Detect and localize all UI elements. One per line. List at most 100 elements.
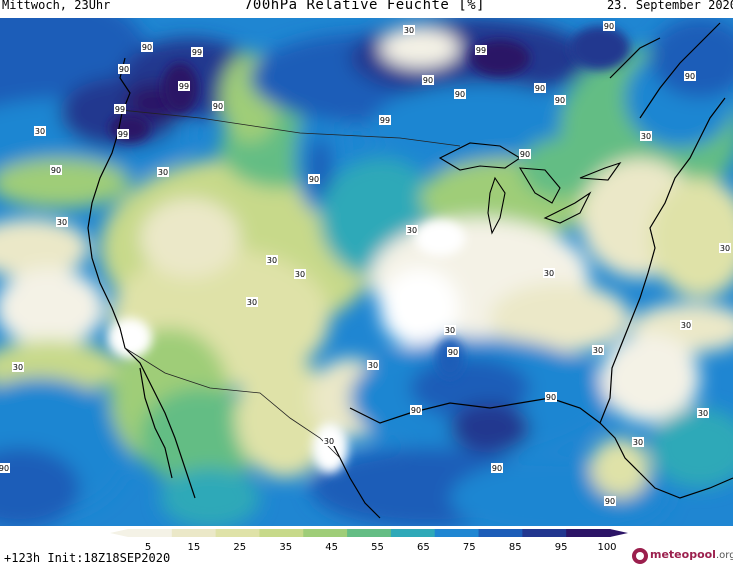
- contour-label: 90: [118, 64, 130, 74]
- legend-tick-label: 25: [233, 542, 246, 553]
- svg-text:99: 99: [476, 46, 486, 55]
- svg-text:30: 30: [267, 256, 277, 265]
- legend-scale: 5 15 25 35 45 55 65 75 85 95 100: [110, 529, 628, 553]
- contour-label: 30: [592, 345, 604, 355]
- legend-swatch: [303, 529, 348, 537]
- contour-label: 30: [12, 362, 24, 372]
- svg-text:30: 30: [368, 361, 378, 370]
- legend-swatches: [128, 529, 611, 537]
- legend-tick-label: 15: [188, 542, 201, 553]
- humidity-field: [0, 18, 733, 526]
- contour-label: 30: [34, 126, 46, 136]
- legend-tick-label: 95: [555, 542, 568, 553]
- svg-text:99: 99: [179, 82, 189, 91]
- contour-label: 90: [534, 83, 546, 93]
- contour-label: 90: [491, 463, 503, 473]
- svg-text:90: 90: [51, 166, 61, 175]
- brand-name: meteopool: [650, 548, 716, 561]
- svg-text:90: 90: [423, 76, 433, 85]
- run-info: +123h Init:18Z18SEP2020: [4, 551, 171, 565]
- contour-label: 30: [403, 25, 415, 35]
- legend-tick-label: 45: [325, 542, 338, 553]
- svg-text:90: 90: [309, 175, 319, 184]
- color-legend: 5 15 25 35 45 55 65 75 85 95 100: [110, 526, 630, 566]
- contour-label: 30: [719, 243, 731, 253]
- svg-text:90: 90: [119, 65, 129, 74]
- svg-text:90: 90: [685, 72, 695, 81]
- contour-label: 30: [543, 268, 555, 278]
- svg-text:99: 99: [380, 116, 390, 125]
- contour-label: 99: [191, 47, 203, 57]
- svg-text:90: 90: [555, 96, 565, 105]
- legend-ticks: 5 15 25 35 45 55 65 75 85 95 100: [145, 542, 617, 553]
- svg-text:30: 30: [324, 437, 334, 446]
- contour-label: 90: [422, 75, 434, 85]
- contour-label: 90: [447, 347, 459, 357]
- contour-label: 30: [157, 167, 169, 177]
- contour-label: 90: [50, 165, 62, 175]
- legend-tick-label: 5: [145, 542, 151, 553]
- svg-text:90: 90: [455, 90, 465, 99]
- svg-text:30: 30: [158, 168, 168, 177]
- coastlines: [87, 22, 733, 519]
- header-bar: Mittwoch, 23Uhr 700hPa Relative Feuchte …: [0, 0, 733, 18]
- forecast-day-label: Mittwoch, 23Uhr: [2, 0, 111, 12]
- legend-tick-label: 85: [509, 542, 522, 553]
- svg-text:30: 30: [445, 326, 455, 335]
- contour-label: 90: [545, 392, 557, 402]
- svg-text:90: 90: [492, 464, 502, 473]
- svg-text:99: 99: [192, 48, 202, 57]
- legend-swatch: [259, 529, 304, 537]
- contour-label: 30: [632, 437, 644, 447]
- forecast-date-label: 23. September 2020: [606, 0, 733, 12]
- map-title: 700hPa Relative Feuchte [%]: [244, 0, 486, 13]
- svg-text:90: 90: [604, 22, 614, 31]
- contour-label: 90: [141, 42, 153, 52]
- contour-label: 90: [410, 405, 422, 415]
- contour-label: 90: [519, 149, 531, 159]
- svg-text:30: 30: [593, 346, 603, 355]
- svg-text:90: 90: [448, 348, 458, 357]
- svg-text:30: 30: [641, 132, 651, 141]
- svg-text:30: 30: [35, 127, 45, 136]
- legend-tick-label: 55: [371, 542, 384, 553]
- brand-tld: .org: [715, 550, 733, 561]
- contour-label: 90: [212, 101, 224, 111]
- legend-swatch: [566, 529, 611, 537]
- svg-text:90: 90: [520, 150, 530, 159]
- contour-label: 30: [246, 297, 258, 307]
- contour-label: 90: [554, 95, 566, 105]
- legend-tick-label: 100: [597, 542, 616, 553]
- svg-text:90: 90: [142, 43, 152, 52]
- contour-label: 90: [454, 89, 466, 99]
- svg-text:90: 90: [213, 102, 223, 111]
- svg-text:99: 99: [115, 105, 125, 114]
- contour-label: 90: [308, 174, 320, 184]
- legend-tick-label: 35: [279, 542, 292, 553]
- svg-text:30: 30: [295, 270, 305, 279]
- contour-label: 99: [475, 45, 487, 55]
- contour-label: 99: [379, 115, 391, 125]
- contour-label: 90: [684, 71, 696, 81]
- contour-label: 99: [114, 104, 126, 114]
- legend-tick-label: 75: [463, 542, 476, 553]
- legend-tick-label: 65: [417, 542, 430, 553]
- contour-label: 30: [640, 131, 652, 141]
- svg-text:99: 99: [118, 130, 128, 139]
- footer-bar: 5 15 25 35 45 55 65 75 85 95 100 +123h Init:18Z18S…: [0, 526, 733, 566]
- legend-swatch: [215, 529, 260, 537]
- svg-text:90: 90: [605, 497, 615, 506]
- svg-text:30: 30: [720, 244, 730, 253]
- contour-label: 30: [266, 255, 278, 265]
- contour-label: 90: [603, 21, 615, 31]
- brand-logo[interactable]: meteopool.org: [630, 547, 733, 565]
- brand-icon: [632, 548, 648, 564]
- contour-label: 30: [444, 325, 456, 335]
- humidity-map: 90 99 99 90 99 99 30 90 30 90 30 30 90 9…: [0, 18, 733, 526]
- svg-text:90: 90: [411, 406, 421, 415]
- legend-swatch: [478, 529, 523, 537]
- svg-text:90: 90: [535, 84, 545, 93]
- svg-text:90: 90: [0, 464, 9, 473]
- svg-text:30: 30: [57, 218, 67, 227]
- legend-swatch: [171, 529, 217, 537]
